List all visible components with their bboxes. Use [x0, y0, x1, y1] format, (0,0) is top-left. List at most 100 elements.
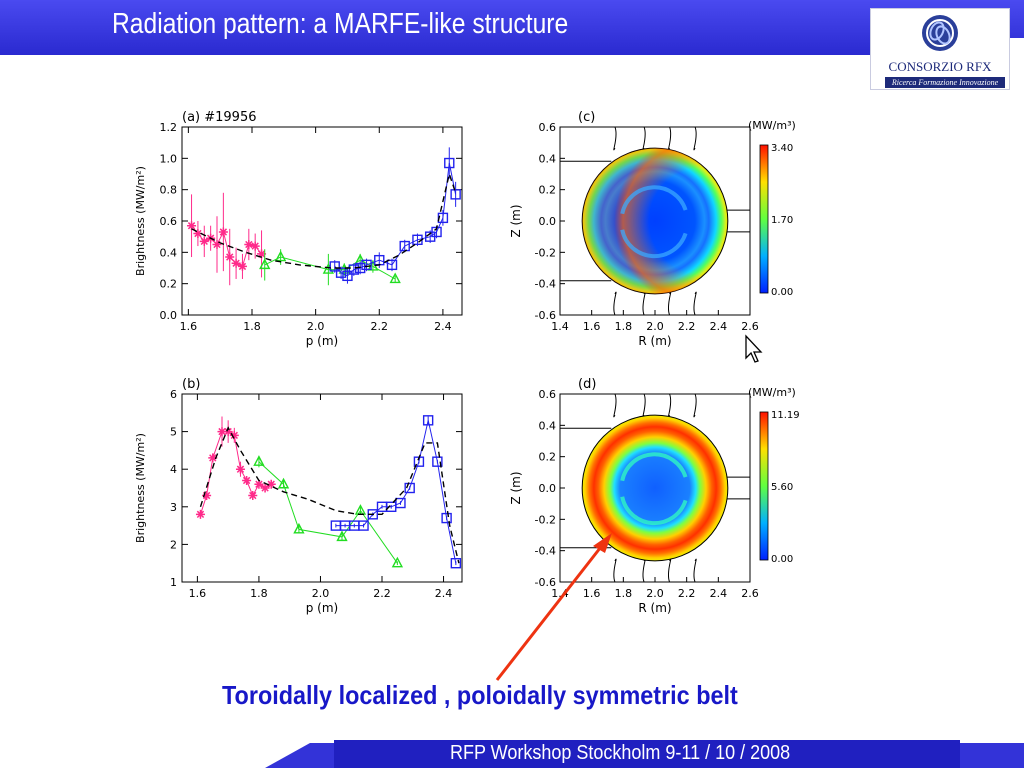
- data-point: [244, 240, 254, 249]
- data-point: [242, 475, 252, 485]
- data-point: [257, 249, 267, 259]
- x-tick-label: 1.6: [583, 320, 601, 333]
- chart-panel-1: 1.6 1.8 2.0 2.2 2.4 0.0 0.2 0.4 0.6 0.8 1.0 1.2 p (m…: [134, 110, 463, 348]
- vessel-line: [693, 291, 697, 316]
- slide-title: Radiation pattern: a MARFE-like structur…: [112, 8, 569, 40]
- series-line: [258, 461, 398, 564]
- chart-panel-4: 1.4 1.6 1.8 2.0 2.2 2.4 2.6 -0.6 -0.4 -0.2 0.0 0.2 0…: [509, 377, 800, 615]
- y-tick-label: 1.2: [160, 121, 178, 134]
- y-tick-label: 3: [170, 501, 177, 514]
- data-point: [217, 427, 227, 437]
- data-point: [212, 240, 222, 249]
- y-tick-label: 0.2: [160, 278, 178, 291]
- x-tick-label: 2.6: [741, 320, 759, 333]
- data-point: [293, 522, 305, 534]
- data-point: [274, 250, 287, 262]
- y-tick-label: -0.6: [535, 576, 556, 589]
- panel-title: (a) #19956: [182, 110, 257, 125]
- data-point: [335, 267, 347, 278]
- data-point: [348, 264, 360, 275]
- x-tick-label: 2.0: [646, 587, 664, 600]
- y-tick-label: 0.4: [160, 246, 178, 259]
- x-tick-label: 2.2: [371, 320, 389, 333]
- data-point: [277, 477, 290, 489]
- data-point: [253, 455, 265, 466]
- title-bar: [0, 0, 1024, 55]
- x-axis-label: p (m): [306, 601, 338, 615]
- y-tick-label: 0.0: [539, 482, 557, 495]
- y-tick-label: -0.2: [535, 513, 556, 526]
- data-point: [260, 483, 270, 493]
- x-tick-label: 2.4: [435, 587, 453, 600]
- logo-emblem-icon: [922, 15, 958, 51]
- logo-tagline: Ricerca Formazione Innovazione: [885, 77, 1005, 88]
- y-tick-label: 0.2: [539, 184, 557, 197]
- plot-frame: [181, 393, 463, 583]
- data-point: [199, 236, 209, 246]
- y-tick-label: 1.0: [160, 152, 178, 165]
- x-tick-label: 2.0: [646, 320, 664, 333]
- y-tick-label: 1: [170, 576, 177, 589]
- y-tick-label: 0.6: [160, 215, 178, 228]
- y-tick-label: -0.4: [535, 545, 556, 558]
- series-fit-line: [191, 171, 457, 269]
- colorbar-mid-label: 1.70: [771, 215, 793, 226]
- consorzio-rfx-logo: CONSORZIO RFX Ricerca Formazione Innovaz…: [870, 8, 1010, 90]
- data-point: [202, 491, 212, 501]
- colorbar-unit: (MW/m³): [748, 119, 796, 132]
- x-tick-label: 2.4: [434, 320, 452, 333]
- vessel-line: [667, 291, 672, 316]
- data-point: [450, 558, 462, 569]
- vessel-line: [667, 558, 672, 583]
- x-tick-label: 2.0: [312, 587, 330, 600]
- y-tick-label: 0.8: [160, 184, 178, 197]
- x-tick-label: 2.0: [307, 320, 325, 333]
- series-fit-line: [199, 426, 460, 564]
- data-point: [187, 221, 197, 231]
- colorbar-min-label: 0.00: [771, 554, 793, 565]
- x-tick-label: 1.8: [243, 320, 261, 333]
- data-point: [225, 252, 235, 262]
- series-line: [191, 171, 457, 269]
- x-tick-label: 1.6: [189, 587, 207, 600]
- x-tick-label: 1.4: [551, 587, 569, 600]
- colorbar-unit: (MW/m³): [748, 386, 796, 399]
- y-tick-label: -0.4: [535, 278, 556, 291]
- chart-panel-2: 1.4 1.6 1.8 2.0 2.2 2.4 2.6 -0.6 -0.4 -0.2 0.0 0.2 0…: [509, 110, 796, 348]
- y-axis-label: Z (m): [509, 204, 523, 237]
- data-point: [229, 430, 239, 440]
- colorbar-max-label: 3.40: [771, 143, 793, 154]
- data-point: [218, 227, 228, 237]
- x-tick-label: 2.2: [678, 320, 696, 333]
- vessel-line: [693, 393, 697, 418]
- series-star: [187, 192, 267, 286]
- series-triangle: [253, 455, 404, 568]
- colorbar-min-label: 0.00: [771, 287, 793, 298]
- figure: 1.6 1.8 2.0 2.2 2.4 0.0 0.2 0.4 0.6 0.8 1.0 1.2 p (m…: [134, 110, 800, 615]
- data-point: [259, 258, 271, 270]
- data-point: [195, 509, 205, 519]
- x-tick-label: 1.8: [615, 587, 633, 600]
- data-point: [342, 270, 353, 282]
- x-axis-label: p (m): [306, 334, 338, 348]
- panel-title: (d): [578, 377, 596, 392]
- footer-bar: [265, 740, 1024, 768]
- x-tick-label: 1.6: [583, 587, 601, 600]
- footer-text: RFP Workshop Stockholm 9-11 / 10 / 2008: [450, 742, 791, 764]
- vessel-line: [693, 558, 697, 583]
- y-tick-label: -0.6: [535, 309, 556, 322]
- y-tick-label: 0.6: [539, 121, 557, 134]
- inner-ring-arc: [620, 452, 688, 482]
- data-point: [389, 272, 401, 284]
- emissivity-map: [581, 414, 729, 562]
- vessel-line: [613, 291, 617, 316]
- y-tick-label: 2: [170, 538, 177, 551]
- x-tick-label: 2.6: [741, 587, 759, 600]
- data-point: [386, 259, 398, 271]
- data-point: [254, 479, 264, 489]
- colorbar: [759, 144, 769, 294]
- inner-ring-arc: [620, 185, 688, 215]
- y-tick-label: 0.4: [539, 419, 557, 432]
- data-point: [223, 427, 233, 437]
